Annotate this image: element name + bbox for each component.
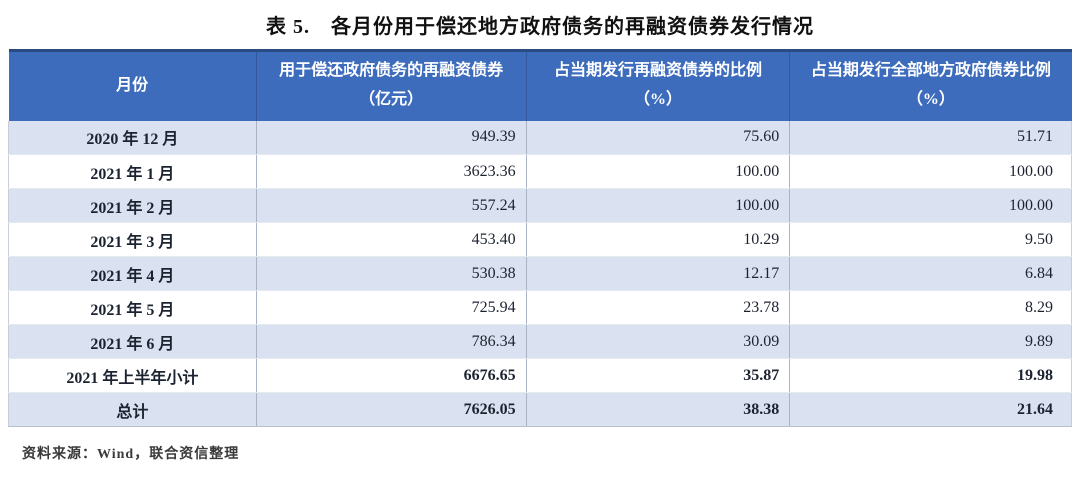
- table-header: 月份 用于偿还政府债务的再融资债券（亿元） 占当期发行再融资债券的比例（%） 占…: [8, 49, 1072, 121]
- cell-pct-of-all-lg-bonds: 21.64: [789, 392, 1072, 427]
- table-row: 2021 年 1 月 3623.36 100.00 100.00: [8, 154, 1072, 189]
- cell-month: 2021 年 4 月: [8, 256, 257, 291]
- cell-pct-of-all-lg-bonds: 19.98: [789, 358, 1072, 393]
- cell-pct-of-refinancing-bonds: 30.09: [525, 324, 790, 359]
- table-row: 2021 年 2 月 557.24 100.00 100.00: [8, 188, 1072, 223]
- cell-repayment-amount: 786.34: [255, 324, 527, 359]
- table-row: 2021 年 6 月 786.34 30.09 9.89: [8, 324, 1072, 359]
- cell-month: 2021 年 6 月: [8, 324, 257, 359]
- table-row: 总计 7626.05 38.38 21.64: [8, 392, 1072, 427]
- cell-pct-of-all-lg-bonds: 9.89: [789, 324, 1072, 359]
- refinancing-bonds-table: 月份 用于偿还政府债务的再融资债券（亿元） 占当期发行再融资债券的比例（%） 占…: [8, 49, 1072, 427]
- header-row: 月份 用于偿还政府债务的再融资债券（亿元） 占当期发行再融资债券的比例（%） 占…: [8, 49, 1072, 121]
- table-row: 2021 年 4 月 530.38 12.17 6.84: [8, 256, 1072, 291]
- column-header-month: 月份: [8, 49, 257, 121]
- cell-pct-of-all-lg-bonds: 8.29: [789, 290, 1072, 325]
- cell-month: 2020 年 12 月: [8, 120, 257, 155]
- cell-month: 2021 年 3 月: [8, 222, 257, 257]
- cell-pct-of-refinancing-bonds: 12.17: [525, 256, 790, 291]
- cell-pct-of-all-lg-bonds: 51.71: [789, 120, 1072, 155]
- cell-pct-of-refinancing-bonds: 38.38: [525, 392, 790, 427]
- cell-pct-of-all-lg-bonds: 9.50: [789, 222, 1072, 257]
- cell-repayment-amount: 453.40: [255, 222, 527, 257]
- cell-repayment-amount: 7626.05: [255, 392, 527, 427]
- cell-pct-of-refinancing-bonds: 23.78: [525, 290, 790, 325]
- cell-month: 2021 年 5 月: [8, 290, 257, 325]
- cell-pct-of-all-lg-bonds: 6.84: [789, 256, 1072, 291]
- cell-repayment-amount: 725.94: [255, 290, 527, 325]
- cell-repayment-amount: 6676.65: [255, 358, 527, 393]
- cell-month: 总计: [8, 392, 257, 427]
- table-row: 2021 年 5 月 725.94 23.78 8.29: [8, 290, 1072, 325]
- column-header-pct-of-all-lg-bonds: 占当期发行全部地方政府债券比例（%）: [789, 49, 1072, 121]
- table-row: 2021 年 3 月 453.40 10.29 9.50: [8, 222, 1072, 257]
- cell-pct-of-refinancing-bonds: 75.60: [525, 120, 790, 155]
- cell-month: 2021 年 2 月: [8, 188, 257, 223]
- cell-repayment-amount: 949.39: [255, 120, 527, 155]
- cell-repayment-amount: 530.38: [255, 256, 527, 291]
- cell-month: 2021 年 1 月: [8, 154, 257, 189]
- table-row: 2021 年上半年小计 6676.65 35.87 19.98: [8, 358, 1072, 393]
- cell-pct-of-all-lg-bonds: 100.00: [789, 154, 1072, 189]
- data-source-note: 资料来源：Wind，联合资信整理: [22, 447, 240, 462]
- cell-pct-of-refinancing-bonds: 10.29: [525, 222, 790, 257]
- table-row: 2020 年 12 月 949.39 75.60 51.71: [8, 120, 1072, 155]
- cell-pct-of-all-lg-bonds: 100.00: [789, 188, 1072, 223]
- column-header-pct-of-refinancing-bonds: 占当期发行再融资债券的比例（%）: [525, 49, 790, 121]
- cell-repayment-amount: 3623.36: [255, 154, 527, 189]
- cell-pct-of-refinancing-bonds: 35.87: [525, 358, 790, 393]
- cell-month: 2021 年上半年小计: [8, 358, 257, 393]
- cell-pct-of-refinancing-bonds: 100.00: [525, 188, 790, 223]
- cell-pct-of-refinancing-bonds: 100.00: [525, 154, 790, 189]
- table-body: 2020 年 12 月 949.39 75.60 51.71 2021 年 1 月 362…: [8, 120, 1072, 427]
- column-header-repayment-amount: 用于偿还政府债务的再融资债券（亿元）: [255, 49, 527, 121]
- table-title: 表 5. 各月份用于偿还地方政府债务的再融资债券发行情况: [266, 16, 814, 38]
- cell-repayment-amount: 557.24: [255, 188, 527, 223]
